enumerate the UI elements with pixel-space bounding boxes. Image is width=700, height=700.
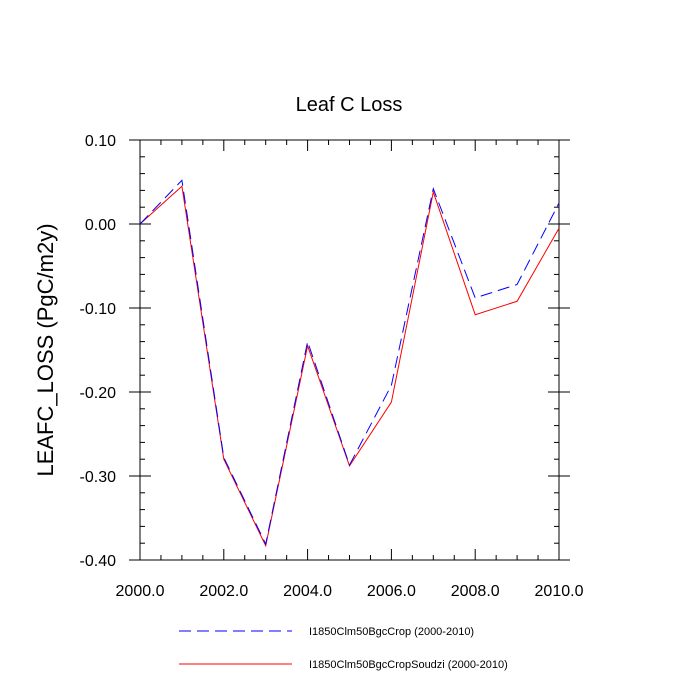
series-line-2 (139, 185, 560, 548)
x-tick-label: 2004.0 (283, 583, 332, 600)
x-tick-label: 2002.0 (199, 583, 248, 600)
y-tick-label: -0.10 (80, 301, 117, 318)
x-tick-label: 2006.0 (367, 583, 416, 600)
legend-label-2: I1850Clm50BgcCropSoudzi (2000-2010) (309, 659, 508, 671)
legend: I1850Clm50BgcCrop (2000-2010) I1850Clm50B… (179, 626, 508, 671)
y-tick-label: -0.30 (80, 469, 117, 486)
y-tick-label: 0.10 (85, 133, 116, 150)
chart-title: Leaf C Loss (296, 94, 403, 116)
series-line-1 (139, 179, 560, 546)
series-lines (139, 179, 560, 548)
plot-frame (139, 139, 560, 561)
axis-ticks (129, 139, 570, 561)
y-tick-label: 0.00 (85, 217, 116, 234)
x-tick-label: 2010.0 (535, 583, 584, 600)
x-tick-labels: 2000.0 2002.0 2004.0 2006.0 2008.0 2010.0 (116, 583, 584, 600)
y-tick-label: -0.40 (80, 553, 117, 570)
legend-label-1: I1850Clm50BgcCrop (2000-2010) (309, 626, 474, 638)
y-tick-labels: 0.10 0.00 -0.10 -0.20 -0.30 -0.40 (80, 133, 117, 570)
x-tick-label: 2008.0 (451, 583, 500, 600)
y-tick-label: -0.20 (80, 385, 117, 402)
x-tick-label: 2000.0 (116, 583, 165, 600)
y-axis-label: LEAFC_LOSS (PgC/m2y) (33, 223, 58, 476)
